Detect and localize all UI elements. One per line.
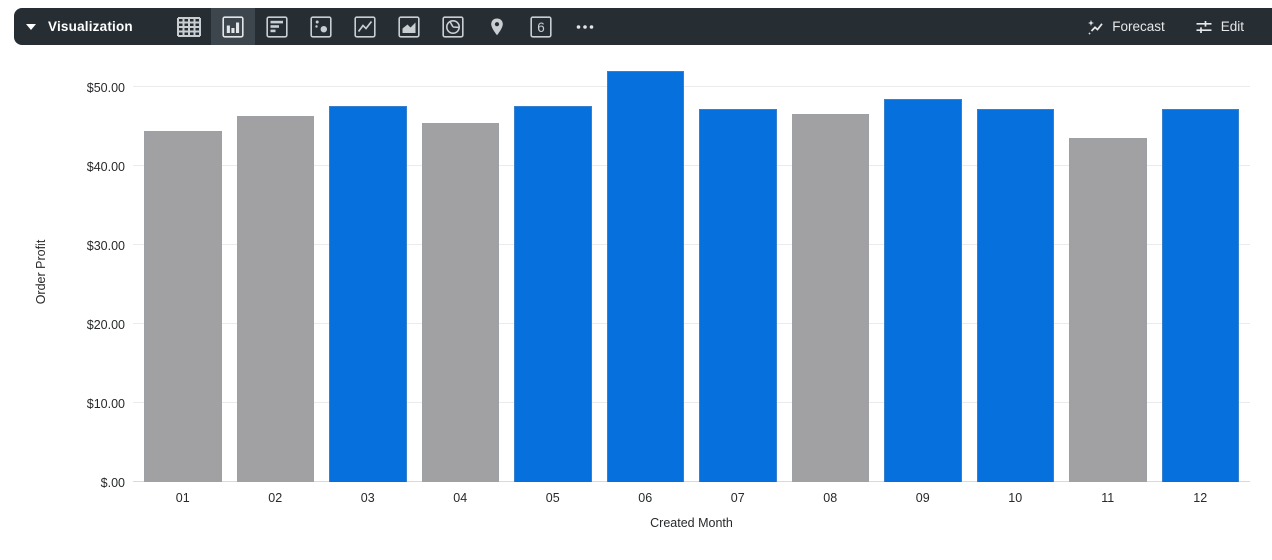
chart-type-strip: 6 (167, 8, 607, 45)
pie-chart-icon (442, 15, 464, 38)
x-tick-label: 01 (175, 491, 190, 505)
bar-month-08[interactable] (791, 114, 869, 482)
svg-text:6: 6 (537, 19, 545, 34)
visualization-toolbar: Visualization (14, 8, 1272, 45)
collapse-caret-icon[interactable] (14, 8, 48, 45)
x-tick-label: 10 (1008, 491, 1023, 505)
forecast-icon (1088, 19, 1103, 35)
x-tick-label: 11 (1101, 491, 1115, 505)
y-tick-label: $10.00 (86, 397, 125, 412)
bar-month-07[interactable] (699, 109, 777, 482)
x-axis-title: Created Month (650, 516, 733, 530)
chart-type-line-button[interactable] (343, 8, 387, 45)
forecast-label: Forecast (1112, 19, 1165, 34)
more-chart-types-button[interactable] (563, 8, 607, 45)
toolbar-actions: Forecast Edit (1076, 12, 1272, 42)
gridline (133, 165, 1250, 167)
chart-type-table-button[interactable] (167, 8, 211, 45)
bar-month-06[interactable] (606, 71, 684, 482)
chart-type-pie-button[interactable] (431, 8, 475, 45)
y-axis-ticks: $.00 $10.00 $20.00 $30.00 $40.00 $50.00 (0, 62, 125, 490)
x-tick-label: 07 (730, 491, 745, 505)
chart-type-single-value-button[interactable]: 6 (519, 8, 563, 45)
gridline (133, 481, 1250, 482)
x-tick-label: 12 (1193, 491, 1208, 505)
bar-month-02[interactable] (236, 115, 314, 482)
gridline (133, 323, 1250, 325)
area-chart-icon (398, 15, 420, 38)
x-tick-label: 02 (268, 491, 283, 505)
table-icon (176, 16, 201, 37)
forecast-button[interactable]: Forecast (1076, 12, 1175, 42)
scatter-chart-icon (310, 15, 332, 38)
map-pin-icon (491, 18, 503, 35)
y-tick-label: $30.00 (86, 239, 125, 254)
bar-chart-icon (266, 15, 288, 38)
y-tick-label: $20.00 (86, 318, 125, 333)
chart-type-scatter-button[interactable] (299, 8, 343, 45)
edit-button[interactable]: Edit (1185, 12, 1254, 42)
chart-type-bar-button[interactable] (255, 8, 299, 45)
edit-settings-icon (1196, 20, 1212, 33)
x-tick-label: 03 (360, 491, 375, 505)
y-tick-label: $.00 (100, 476, 125, 490)
y-tick-label: $50.00 (86, 81, 125, 96)
bar-month-12[interactable] (1161, 109, 1239, 482)
gridline (133, 86, 1250, 88)
bar-month-03[interactable] (329, 106, 407, 482)
bar-month-10[interactable] (976, 109, 1054, 482)
x-axis-ticks: 01 02 03 04 05 06 07 08 09 10 11 12 (133, 491, 1250, 505)
chart-type-area-button[interactable] (387, 8, 431, 45)
bar-month-11[interactable] (1069, 137, 1147, 482)
y-tick-label: $40.00 (86, 160, 125, 175)
line-chart-icon (354, 15, 376, 38)
toolbar-title: Visualization (48, 19, 133, 34)
x-tick-label: 04 (453, 491, 468, 505)
bar-month-04[interactable] (421, 122, 499, 482)
ellipsis-icon (576, 24, 594, 29)
gridline (133, 402, 1250, 404)
column-chart-icon (222, 15, 244, 38)
x-tick-label: 09 (915, 491, 930, 505)
plot-area (133, 62, 1250, 482)
chart-type-map-button[interactable] (475, 8, 519, 45)
gridline (133, 244, 1250, 246)
x-tick-label: 06 (638, 491, 653, 505)
x-tick-label: 08 (823, 491, 838, 505)
x-tick-label: 05 (545, 491, 560, 505)
chart-type-column-button[interactable] (210, 8, 255, 45)
single-value-icon: 6 (530, 15, 552, 38)
bar-month-05[interactable] (514, 106, 592, 482)
bars (133, 62, 1250, 482)
edit-label: Edit (1220, 19, 1244, 34)
bar-month-09[interactable] (884, 99, 962, 482)
bar-month-01[interactable] (144, 130, 222, 482)
